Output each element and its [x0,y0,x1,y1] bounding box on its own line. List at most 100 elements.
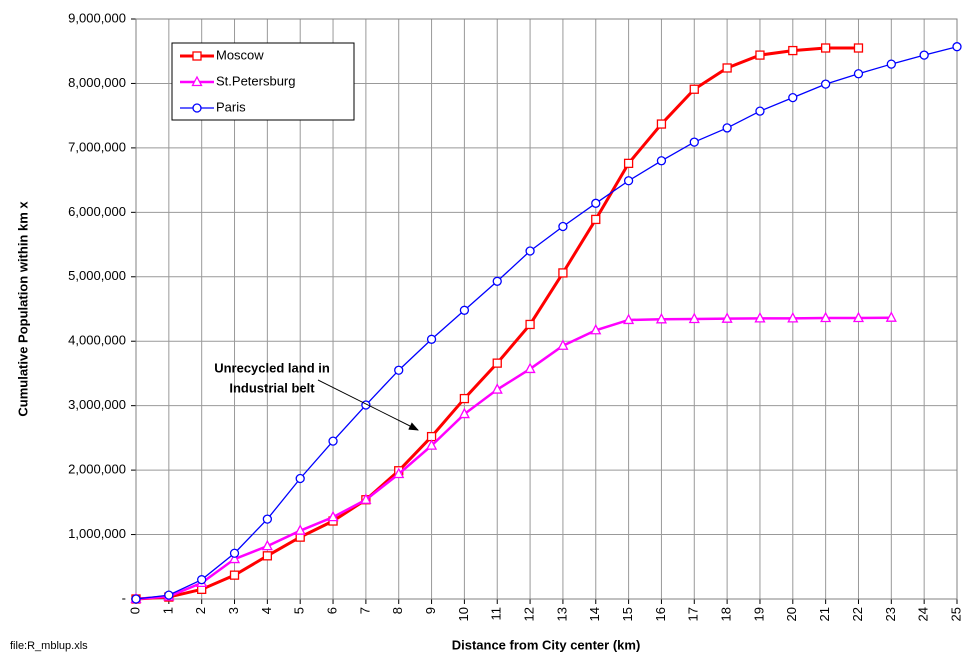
marker [262,551,273,561]
x-tick-label: 4 [259,607,274,614]
marker [623,158,634,169]
x-tick-label: 12 [522,607,537,621]
legend-label: Moscow [216,47,264,62]
marker [788,92,798,103]
marker [853,43,864,53]
series-line [135,46,958,600]
marker [688,312,700,324]
marker [295,473,305,484]
marker [394,365,404,375]
x-tick-label: 7 [357,607,372,614]
marker [656,156,667,166]
x-tick-label: 25 [948,607,963,621]
marker [919,50,929,60]
marker [524,362,536,374]
marker [885,311,897,322]
marker [755,50,765,60]
marker [294,524,306,535]
y-tick-label: 6,000,000 [68,204,126,219]
x-tick-label: 21 [817,607,832,621]
y-tick-label: 8,000,000 [68,75,126,90]
marker [655,312,668,324]
x-tick-label: 1 [160,607,175,614]
marker [755,106,765,116]
x-tick-label: 10 [456,607,471,621]
marker [197,575,207,585]
legend-label: Paris [216,99,246,114]
marker [591,214,601,225]
marker [191,75,203,87]
marker [689,137,699,147]
marker [558,221,568,232]
marker [852,311,865,323]
x-tick-label: 24 [916,607,931,621]
marker [623,313,635,325]
marker [164,590,174,600]
marker [228,552,241,564]
marker [689,84,699,94]
legend-label: St.Petersburg [216,73,296,88]
y-tick-label: 7,000,000 [68,139,126,154]
marker [192,103,202,113]
y-tick-label: 3,000,000 [68,397,126,412]
marker [328,436,338,446]
x-tick-label: 19 [751,607,766,621]
marker [261,539,273,551]
marker [722,123,732,133]
footnote: file:R_mblup.xls [10,640,88,652]
marker [492,276,502,286]
marker [229,548,240,558]
series-line [135,316,892,601]
annotation: Industrial belt [229,380,315,395]
marker [886,59,896,69]
marker [656,119,667,129]
marker [459,393,470,404]
marker [754,311,766,323]
marker [525,246,535,256]
marker [492,358,502,368]
marker [623,176,634,186]
x-tick-label: 0 [127,607,142,614]
marker [591,198,601,208]
y-tick-label: 1,000,000 [68,526,126,541]
x-tick-label: 5 [292,607,307,614]
x-tick-label: 16 [653,607,668,621]
x-tick-label: 8 [390,607,405,614]
x-tick-label: 18 [719,607,734,621]
x-axis-title: Distance from City center (km) [452,637,641,652]
marker [458,407,470,419]
x-tick-label: 6 [324,607,339,614]
x-tick-label: 15 [620,607,635,621]
marker [525,319,535,330]
marker [192,51,202,61]
y-tick-label: - [122,590,126,605]
plot-border [135,18,958,600]
x-tick-label: 13 [554,607,569,621]
x-tick-label: 22 [850,607,865,621]
marker [425,439,438,450]
marker [820,79,831,89]
x-tick-label: 14 [587,607,602,621]
marker [131,594,141,604]
marker [327,510,339,522]
marker [722,63,732,73]
marker [590,323,602,335]
x-tick-label: 17 [686,607,701,621]
y-tick-label: 4,000,000 [68,333,126,348]
marker [262,514,273,524]
marker [952,42,962,52]
y-tick-label: 9,000,000 [68,10,126,25]
marker [229,570,240,580]
x-tick-label: 3 [226,607,241,614]
marker [787,311,799,323]
annotation: Unrecycled land in [214,360,330,375]
marker [491,383,503,394]
marker [426,334,437,344]
marker [853,69,864,79]
marker [820,311,832,323]
x-tick-label: 9 [423,607,438,614]
marker [820,43,831,53]
marker [721,312,733,323]
x-tick-label: 11 [489,607,504,621]
